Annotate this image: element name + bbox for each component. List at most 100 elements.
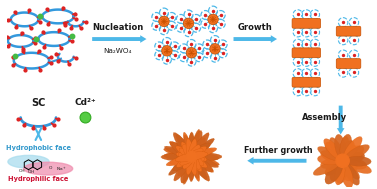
Polygon shape bbox=[340, 142, 354, 159]
Polygon shape bbox=[345, 156, 371, 166]
Polygon shape bbox=[178, 152, 205, 162]
Polygon shape bbox=[329, 137, 343, 159]
Polygon shape bbox=[329, 160, 342, 172]
Polygon shape bbox=[345, 145, 369, 161]
Polygon shape bbox=[170, 142, 213, 172]
Circle shape bbox=[80, 112, 91, 123]
Polygon shape bbox=[183, 132, 200, 182]
Polygon shape bbox=[343, 136, 362, 159]
Polygon shape bbox=[169, 138, 215, 175]
Text: SC: SC bbox=[31, 98, 46, 108]
Polygon shape bbox=[333, 162, 344, 176]
Polygon shape bbox=[186, 138, 197, 175]
Ellipse shape bbox=[24, 162, 73, 175]
Polygon shape bbox=[181, 130, 202, 183]
Polygon shape bbox=[344, 156, 361, 168]
Polygon shape bbox=[340, 163, 353, 188]
Polygon shape bbox=[332, 147, 343, 160]
Polygon shape bbox=[343, 163, 360, 185]
Polygon shape bbox=[340, 136, 349, 158]
Polygon shape bbox=[343, 162, 360, 180]
Polygon shape bbox=[161, 152, 222, 162]
Polygon shape bbox=[187, 132, 195, 181]
Polygon shape bbox=[345, 160, 371, 174]
Polygon shape bbox=[330, 150, 342, 161]
Polygon shape bbox=[180, 148, 203, 165]
Circle shape bbox=[183, 18, 194, 29]
Polygon shape bbox=[169, 149, 213, 165]
Circle shape bbox=[159, 16, 169, 27]
Polygon shape bbox=[317, 146, 340, 161]
Circle shape bbox=[186, 152, 197, 162]
Circle shape bbox=[186, 48, 197, 58]
FancyBboxPatch shape bbox=[292, 48, 320, 58]
FancyBboxPatch shape bbox=[336, 59, 361, 68]
Polygon shape bbox=[175, 152, 208, 162]
Polygon shape bbox=[173, 132, 210, 181]
Polygon shape bbox=[337, 162, 348, 176]
Polygon shape bbox=[324, 139, 342, 159]
Polygon shape bbox=[164, 152, 219, 162]
Circle shape bbox=[208, 14, 218, 25]
Text: Further growth: Further growth bbox=[244, 146, 312, 155]
Polygon shape bbox=[330, 162, 344, 181]
Text: Cd²⁺: Cd²⁺ bbox=[75, 98, 96, 107]
Text: Nucleation: Nucleation bbox=[92, 23, 144, 32]
Polygon shape bbox=[325, 161, 342, 176]
Polygon shape bbox=[176, 146, 207, 168]
Polygon shape bbox=[181, 142, 202, 172]
Text: Assembly: Assembly bbox=[302, 113, 348, 122]
Polygon shape bbox=[169, 141, 214, 172]
Polygon shape bbox=[320, 150, 341, 162]
Text: Hydrophobic face: Hydrophobic face bbox=[6, 145, 71, 151]
Polygon shape bbox=[186, 139, 197, 175]
Polygon shape bbox=[345, 158, 367, 169]
Text: Na$^+$: Na$^+$ bbox=[57, 165, 67, 173]
Polygon shape bbox=[342, 145, 357, 160]
FancyBboxPatch shape bbox=[292, 77, 320, 87]
Polygon shape bbox=[327, 157, 341, 168]
Polygon shape bbox=[344, 153, 362, 164]
Polygon shape bbox=[325, 142, 342, 160]
Polygon shape bbox=[164, 146, 219, 167]
Polygon shape bbox=[187, 144, 196, 170]
Text: $\rm OH$: $\rm OH$ bbox=[28, 167, 35, 174]
Text: O: O bbox=[48, 166, 52, 170]
Circle shape bbox=[210, 44, 220, 54]
Text: OH: OH bbox=[18, 169, 25, 173]
Polygon shape bbox=[334, 134, 346, 158]
Polygon shape bbox=[183, 129, 200, 184]
Polygon shape bbox=[176, 146, 207, 167]
Polygon shape bbox=[182, 144, 201, 170]
Text: Na₂WO₄: Na₂WO₄ bbox=[104, 48, 132, 54]
Text: Hydrophilic face: Hydrophilic face bbox=[8, 176, 69, 182]
Polygon shape bbox=[186, 141, 196, 173]
Polygon shape bbox=[317, 154, 340, 165]
FancyBboxPatch shape bbox=[292, 18, 320, 28]
FancyBboxPatch shape bbox=[336, 26, 361, 36]
Polygon shape bbox=[313, 161, 340, 175]
Polygon shape bbox=[344, 146, 364, 161]
Polygon shape bbox=[183, 145, 200, 168]
Polygon shape bbox=[343, 159, 358, 171]
Polygon shape bbox=[341, 140, 355, 159]
Polygon shape bbox=[340, 162, 353, 181]
Polygon shape bbox=[173, 143, 210, 171]
Circle shape bbox=[162, 46, 172, 56]
Polygon shape bbox=[345, 152, 365, 163]
Polygon shape bbox=[176, 152, 207, 162]
Polygon shape bbox=[342, 162, 354, 177]
Polygon shape bbox=[176, 152, 207, 162]
Polygon shape bbox=[178, 138, 205, 176]
Polygon shape bbox=[325, 162, 343, 184]
Polygon shape bbox=[164, 148, 219, 166]
Text: Growth: Growth bbox=[238, 23, 273, 32]
Polygon shape bbox=[166, 148, 217, 166]
Polygon shape bbox=[184, 135, 199, 178]
Polygon shape bbox=[179, 148, 204, 166]
Polygon shape bbox=[326, 155, 341, 164]
Polygon shape bbox=[174, 133, 209, 181]
Ellipse shape bbox=[8, 155, 49, 168]
Polygon shape bbox=[338, 143, 347, 159]
Polygon shape bbox=[188, 133, 195, 180]
